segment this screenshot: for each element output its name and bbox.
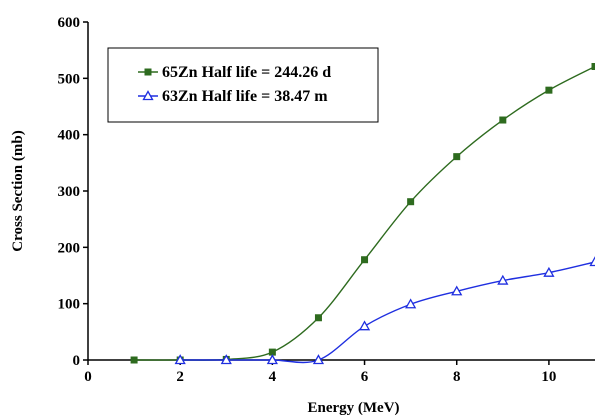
legend-label: 63Zn Half life = 38.47 m	[162, 88, 328, 105]
data-point	[174, 354, 186, 365]
data-point	[543, 266, 555, 277]
y-tick-label: 400	[58, 128, 81, 144]
y-tick-label: 0	[73, 353, 81, 369]
x-tick-label: 6	[361, 369, 369, 385]
x-tick-label: 4	[269, 369, 277, 385]
data-point	[361, 256, 369, 264]
y-tick-label: 500	[58, 71, 81, 87]
legend-swatch-marker	[144, 68, 152, 76]
legend-item: 65Zn Half life = 244.26 d	[138, 64, 331, 81]
x-axis-ticks: 0 2 4 6 8 10	[84, 360, 556, 385]
data-point	[266, 354, 278, 365]
data-point	[499, 116, 507, 124]
series-63zn	[174, 256, 595, 365]
x-tick-label: 2	[176, 369, 184, 385]
legend: 65Zn Half life = 244.26 d 63Zn Half life …	[107, 47, 379, 123]
legend-swatch-marker	[142, 90, 154, 101]
x-tick-label: 10	[541, 369, 556, 385]
data-point	[405, 298, 417, 309]
data-point	[591, 63, 595, 71]
data-point	[453, 153, 461, 161]
data-point	[312, 354, 325, 365]
data-point	[497, 274, 509, 285]
series-line	[180, 261, 595, 364]
data-point	[130, 356, 138, 364]
data-point	[589, 256, 595, 267]
x-tick-label: 8	[453, 369, 461, 385]
y-tick-label: 100	[58, 297, 81, 313]
data-point	[268, 348, 276, 356]
data-point	[545, 86, 553, 94]
data-point	[407, 198, 415, 206]
data-point	[358, 320, 371, 331]
series-layer	[130, 63, 595, 365]
data-point	[314, 314, 322, 322]
y-axis-title: Cross Section (mb)	[10, 130, 26, 251]
data-point	[220, 354, 232, 365]
data-point	[451, 285, 463, 296]
x-axis-title: Energy (MeV)	[307, 400, 399, 416]
y-tick-label: 300	[58, 184, 81, 200]
legend-item: 63Zn Half life = 38.47 m	[138, 88, 328, 105]
y-axis-ticks: 0 100 200 300 400 500 600	[58, 15, 88, 369]
legend-box	[107, 47, 379, 123]
x-tick-label: 0	[84, 369, 92, 385]
legend-label: 65Zn Half life = 244.26 d	[162, 64, 331, 81]
y-tick-label: 200	[58, 240, 81, 256]
y-tick-label: 600	[58, 15, 81, 31]
